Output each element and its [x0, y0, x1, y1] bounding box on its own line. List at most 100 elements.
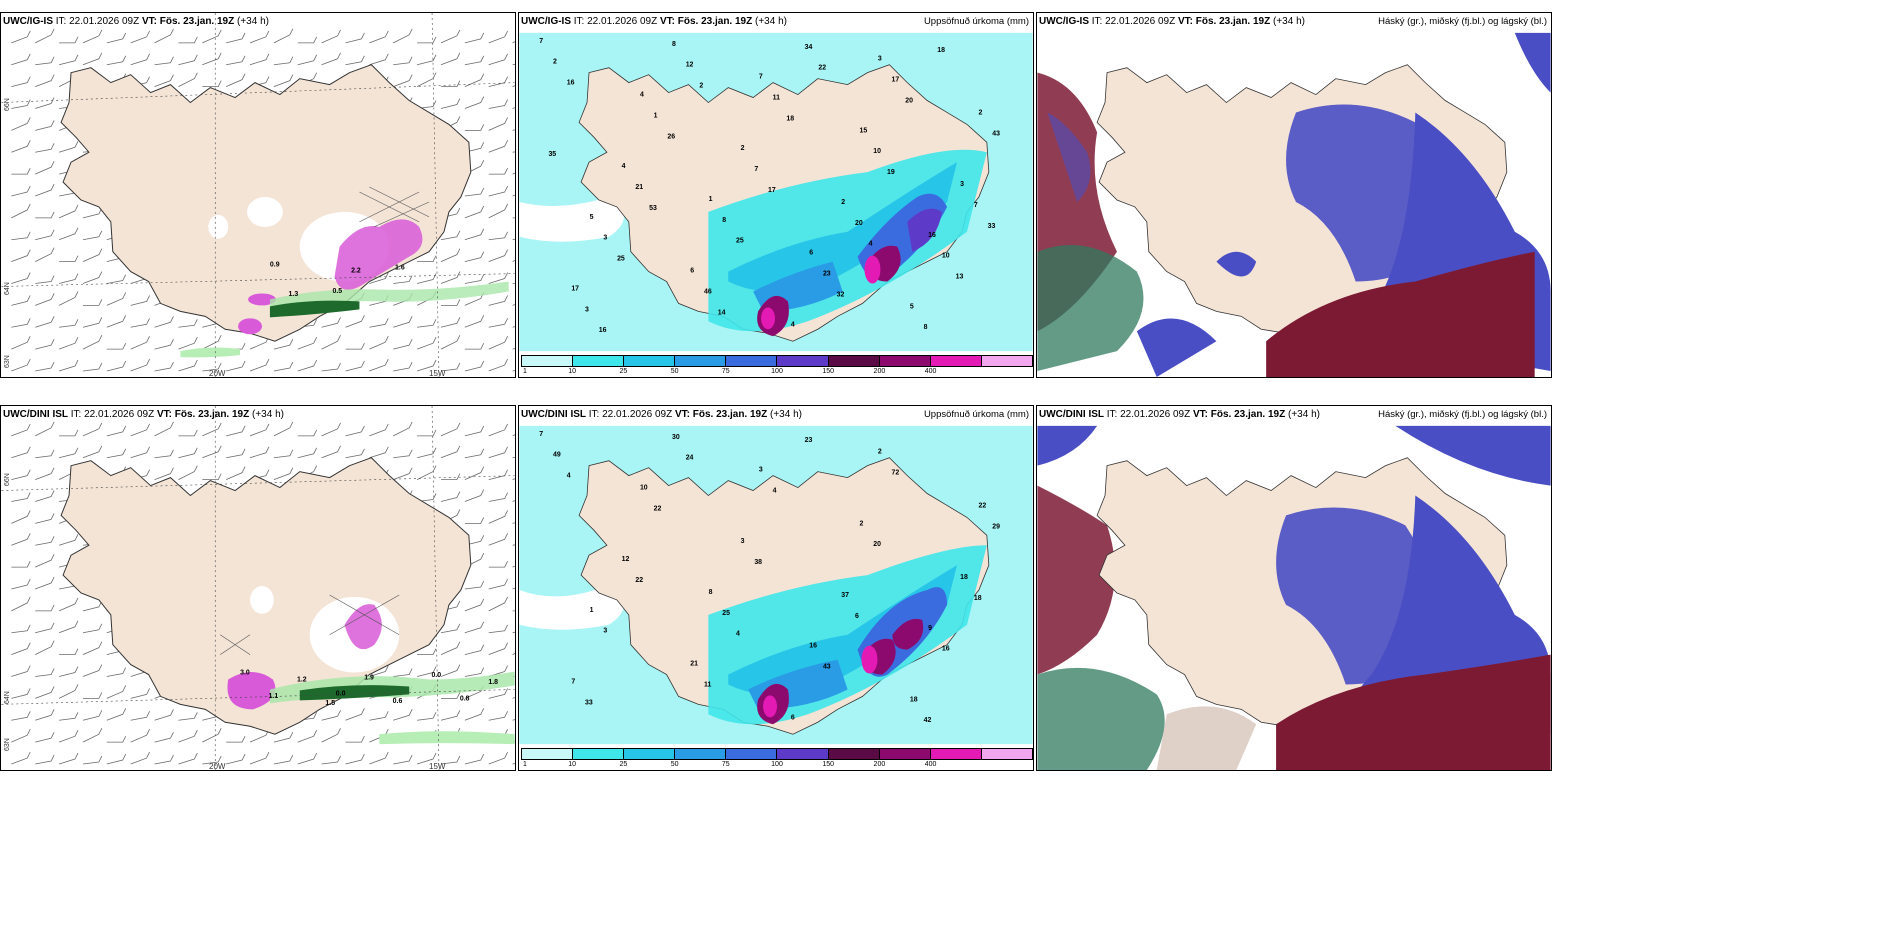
- colorbar-segment: [572, 748, 624, 760]
- cloud-map: [1037, 13, 1551, 377]
- colorbar-segment: [776, 355, 828, 367]
- value-label: 0.5: [332, 288, 342, 295]
- value-label: 2: [741, 145, 745, 152]
- value-label: 1.1: [269, 693, 279, 700]
- value-label: 1.3: [289, 291, 299, 298]
- value-label: 3: [960, 181, 964, 188]
- panel-header: UWC/DINI ISL IT: 22.01.2026 09Z VT: Fös.…: [1039, 409, 1320, 420]
- value-label: 18: [974, 595, 982, 602]
- value-label: 4: [736, 631, 740, 638]
- value-label: 25: [736, 238, 744, 245]
- value-label: 4: [622, 163, 626, 170]
- colorbar-label: 200: [873, 368, 886, 375]
- value-label: 16: [928, 232, 936, 239]
- value-label: 8: [722, 217, 726, 224]
- colorbar-label: 100: [771, 368, 783, 375]
- value-label: 13: [956, 274, 964, 281]
- colorbar-label: 400: [924, 761, 937, 768]
- value-label: 0.6: [393, 698, 403, 705]
- value-label: 7: [974, 202, 978, 209]
- precip-map: 7135716462615172544382281731110123434610…: [519, 13, 1033, 377]
- value-label: 10: [640, 485, 648, 492]
- panel-header: UWC/DINI ISL IT: 22.01.2026 09Z VT: Fös.…: [3, 409, 284, 420]
- colorbar-label: 10: [568, 368, 577, 375]
- value-label: 2.2: [351, 268, 361, 275]
- value-label: 15: [860, 127, 868, 134]
- value-label: 43: [992, 130, 1000, 137]
- value-label: 22: [978, 502, 986, 509]
- lat-label-66n: 66N: [4, 98, 11, 111]
- value-label: 6: [791, 714, 795, 721]
- value-label: 7: [539, 38, 543, 45]
- value-label: 4: [791, 321, 795, 328]
- value-label: 1.2: [297, 677, 307, 684]
- value-label: 18: [937, 47, 945, 54]
- lon-label-20w: 20W: [209, 369, 226, 378]
- value-label: 0.0: [431, 672, 441, 679]
- value-label: 3: [759, 467, 763, 474]
- colorbar-segment: [827, 748, 879, 760]
- value-label: 10: [942, 253, 950, 260]
- value-label: 1.6: [395, 265, 405, 272]
- value-label: 17: [768, 187, 776, 194]
- value-label: 32: [837, 291, 845, 298]
- colorbar-label: 50: [670, 761, 679, 768]
- value-label: 5: [910, 303, 914, 310]
- lat-label-64n: 64N: [4, 691, 11, 704]
- value-label: 12: [686, 62, 694, 69]
- panel-title-right: Uppsöfnuð úrkoma (mm): [923, 16, 1029, 27]
- value-label: 0.9: [270, 262, 280, 269]
- value-label: 4: [567, 473, 571, 480]
- colorbar-label: 400: [924, 368, 937, 375]
- colorbar-label: 200: [873, 761, 886, 768]
- value-label: 24: [686, 455, 694, 462]
- panel-header: UWC/IG-IS IT: 22.01.2026 09Z VT: Fös. 23…: [3, 16, 269, 27]
- value-label: 18: [910, 696, 918, 703]
- value-label: 3.0: [240, 670, 250, 677]
- colorbar-labels: 1 10 25 50 75 100 150 200 400: [521, 368, 1033, 377]
- colorbar-segment: [674, 748, 726, 760]
- value-label: 16: [567, 80, 575, 87]
- colorbar: [521, 355, 1033, 369]
- value-label: 34: [805, 44, 813, 51]
- lat-label-63n: 63N: [4, 355, 11, 368]
- colorbar-segment: [929, 748, 981, 760]
- value-label: 6: [690, 268, 694, 275]
- map-panel-bottom-middle: UWC/DINI ISL IT: 22.01.2026 09Z VT: Fös.…: [518, 405, 1034, 771]
- value-label: 11: [704, 681, 711, 688]
- colorbar-segment: [980, 355, 1033, 367]
- colorbar-segment: [623, 748, 675, 760]
- value-label: 8: [672, 41, 676, 48]
- colorbar-segment: [878, 748, 930, 760]
- value-label: 20: [873, 541, 881, 548]
- lat-label-64n: 64N: [4, 282, 11, 295]
- value-label: 1.9: [364, 674, 374, 681]
- lon-label-15w: 15W: [429, 762, 446, 771]
- value-label: 0.0: [336, 691, 346, 698]
- value-label: 12: [622, 556, 630, 563]
- value-label: 25: [617, 256, 625, 263]
- panel-title-right: Háský (gr.), miðský (fj.bl.) og lágský (…: [1378, 16, 1547, 27]
- value-label: 2: [841, 199, 845, 206]
- value-label: 18: [960, 574, 968, 581]
- value-label: 17: [571, 285, 579, 292]
- value-label: 4: [773, 488, 777, 495]
- colorbar-label: 75: [721, 368, 730, 375]
- panel-header: UWC/DINI ISL IT: 22.01.2026 09Z VT: Fös.…: [521, 409, 802, 420]
- value-label: 37: [841, 592, 849, 599]
- value-label: 7: [539, 431, 543, 438]
- map-panel-bottom-left: UWC/DINI ISL IT: 22.01.2026 09Z VT: Fös.…: [0, 405, 516, 771]
- value-label: 38: [754, 559, 762, 566]
- value-label: 20: [855, 220, 863, 227]
- value-label: 43: [823, 664, 831, 671]
- value-label: 21: [690, 661, 698, 668]
- colorbar-segment: [827, 355, 879, 367]
- value-label: 5: [590, 214, 594, 221]
- value-label: 53: [649, 205, 657, 212]
- colorbar-label: 25: [619, 761, 628, 768]
- value-label: 42: [924, 717, 932, 724]
- value-label: 29: [992, 523, 1000, 530]
- value-label: 4: [640, 92, 644, 99]
- precip-map: 7821391016222127318126183037492572341622…: [519, 406, 1033, 770]
- panel-header: UWC/IG-IS IT: 22.01.2026 09Z VT: Fös. 23…: [521, 16, 787, 27]
